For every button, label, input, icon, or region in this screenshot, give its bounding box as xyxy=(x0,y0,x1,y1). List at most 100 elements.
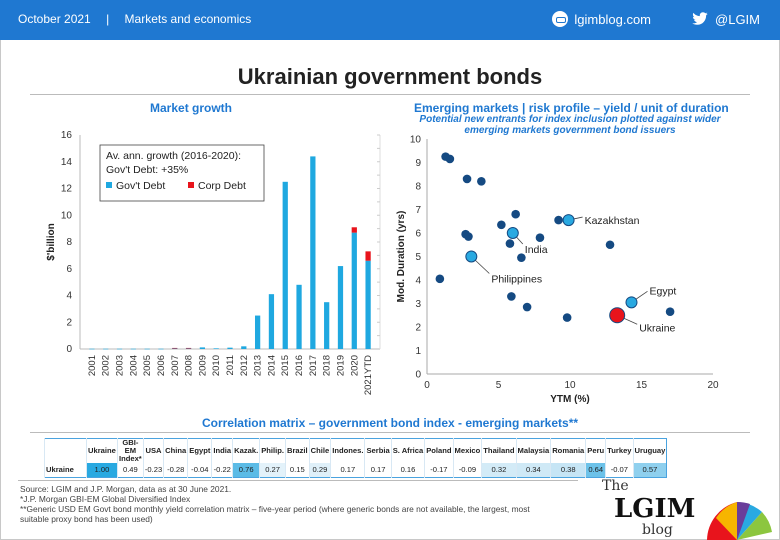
bar-gov-debt xyxy=(172,348,178,349)
labeled-point-kazakhstan xyxy=(562,214,575,227)
correlation-column-header: S. Africa xyxy=(390,438,425,463)
correlation-value-cell: 0.76 xyxy=(232,463,260,477)
legend-gov-label: Gov't Debt xyxy=(116,180,165,192)
x-tick-label: 2017 xyxy=(308,355,319,376)
y-tick-label: 14 xyxy=(61,157,73,168)
bar-gov-debt xyxy=(337,266,344,349)
correlation-column-header: Poland xyxy=(424,438,454,463)
logo-the: The xyxy=(602,478,629,494)
scatter-point xyxy=(497,220,506,230)
umbrella-icon xyxy=(707,501,772,540)
bar-gov-debt xyxy=(296,284,302,349)
correlation-value-cell: -0.23 xyxy=(142,463,164,477)
header-site[interactable]: lgimblog.com xyxy=(574,11,652,27)
x-tick-label: 2004 xyxy=(128,355,139,376)
bar-corp-debt xyxy=(365,251,371,261)
correlation-value-cell: 0.64 xyxy=(585,463,606,477)
y-tick-label: 6 xyxy=(415,229,421,240)
x-axis-label: YTM (%) xyxy=(550,394,589,405)
y-tick-label: 0 xyxy=(415,370,421,381)
x-tick-label: 2019 xyxy=(335,355,346,376)
y-tick-label: 12 xyxy=(61,184,73,195)
footnote-correlation-cont: suitable proxy bond has been used) xyxy=(20,514,153,524)
x-tick-label: 2021YTD xyxy=(363,355,374,395)
correlation-column-header: Ukraine xyxy=(86,438,118,463)
correlation-column-header: Turkey xyxy=(605,438,634,463)
header-left: October 2021 | Markets and economics xyxy=(18,12,263,26)
correlation-row-label: Ukraine xyxy=(44,463,87,477)
scatter-point xyxy=(507,292,516,301)
bar-gov-debt xyxy=(241,346,247,349)
scatter-point xyxy=(535,233,545,242)
header-section[interactable]: Markets and economics xyxy=(124,12,252,26)
correlation-column-header: Brazil xyxy=(284,438,310,463)
x-tick-label: 2009 xyxy=(197,355,208,376)
x-tick-label: 5 xyxy=(496,380,502,391)
correlation-value-cell: 0.32 xyxy=(481,463,517,477)
labeled-point-ukraine xyxy=(609,307,626,324)
bar-gov-debt xyxy=(213,348,219,349)
logo-blog: blog xyxy=(642,522,673,538)
header-separator: | xyxy=(106,12,110,26)
correlation-value-cell: 0.29 xyxy=(308,463,331,477)
scatter-point xyxy=(477,177,486,186)
correlation-value-cell: 1.00 xyxy=(86,463,118,477)
scatter-point xyxy=(445,154,455,164)
scatter-point xyxy=(464,232,473,241)
bar-gov-debt xyxy=(89,348,95,350)
point-label-kazakhstan: Kazakhstan xyxy=(585,215,640,227)
correlation-table: Ukraine GBI-EM Index* USA China Egypt India Ka… xyxy=(44,438,668,478)
scatter-point xyxy=(435,274,445,284)
bar-gov-debt xyxy=(199,347,206,349)
x-tick-label: 10 xyxy=(564,380,576,391)
point-label-ukraine: Ukraine xyxy=(639,322,675,334)
y-tick-label: 7 xyxy=(415,205,421,216)
header-twitter[interactable]: @LGIM xyxy=(715,11,760,27)
correlation-value-cell: 0.16 xyxy=(390,463,425,477)
bar-gov-debt xyxy=(144,348,150,350)
correlation-column-header: USA xyxy=(142,438,164,463)
correlation-value-cell: 0.34 xyxy=(515,463,551,477)
right-chart-subtitle-line2: emerging markets government bond issuers xyxy=(464,125,676,136)
labeled-point-philippines xyxy=(465,250,478,263)
correlation-column-header: China xyxy=(163,438,188,463)
logo-lgim: LGIM xyxy=(614,494,696,524)
correlation-column-header: Chile xyxy=(308,438,331,463)
bar-gov-debt xyxy=(351,232,357,349)
bar-gov-debt xyxy=(254,315,261,349)
correlation-value-cell: 0.57 xyxy=(632,463,667,477)
legend-growth: Gov't Debt: +35% xyxy=(106,164,188,176)
correlation-corner-cell xyxy=(44,438,87,463)
y-tick-label: 4 xyxy=(66,291,72,302)
bar-gov-debt xyxy=(158,348,164,350)
x-tick-label: 2014 xyxy=(266,355,277,376)
right-chart-title: Emerging markets | risk profile – yield … xyxy=(414,101,729,115)
y-axis-label: Mod. Duration (yrs) xyxy=(396,211,407,303)
correlation-column-header: Peru xyxy=(585,438,606,463)
x-tick-label: 2007 xyxy=(170,355,181,376)
x-tick-label: 2016 xyxy=(294,355,305,376)
bar-gov-debt xyxy=(282,181,288,349)
correlation-column-header: Kazak. xyxy=(232,438,260,463)
bar-gov-debt xyxy=(365,260,371,349)
x-tick-label: 20 xyxy=(707,380,719,391)
scatter-point xyxy=(562,313,572,322)
x-tick-label: 2003 xyxy=(115,355,126,376)
scatter-point xyxy=(511,209,520,219)
x-tick-label: 2010 xyxy=(211,355,222,376)
bar-gov-debt xyxy=(130,348,136,350)
legend-swatch-gov xyxy=(106,182,112,188)
correlation-column-header: Malaysia xyxy=(515,438,551,463)
scatter-point xyxy=(505,239,515,248)
bar-gov-debt xyxy=(227,347,233,349)
y-tick-label: 4 xyxy=(415,276,421,287)
right-chart-subtitle-line1: Potential new entrants for index inclusi… xyxy=(419,114,721,125)
x-tick-label: 2002 xyxy=(101,355,112,376)
lgim-blog-logo[interactable]: The LGIM blog xyxy=(602,478,772,540)
header-right: lgimblog.com @LGIM xyxy=(552,11,760,27)
correlation-column-header: Serbia xyxy=(364,438,392,463)
y-tick-label: 8 xyxy=(66,237,72,248)
scatter-point xyxy=(462,174,472,184)
x-tick-label: 2011 xyxy=(225,355,236,375)
footnote-correlation: **Generic USD EM Govt bond monthly yield… xyxy=(20,504,530,514)
